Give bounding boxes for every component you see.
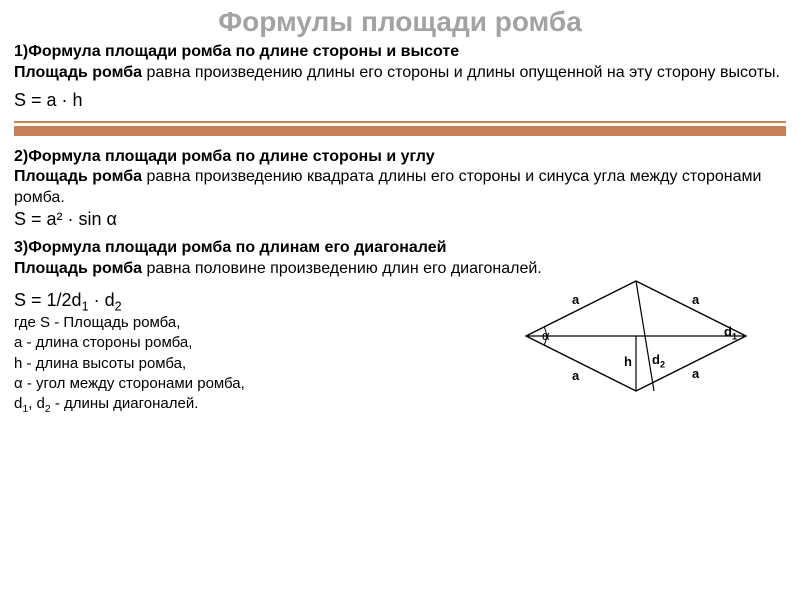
rhombus-diagram: a a a a h α d1 d2 [506, 266, 766, 406]
section-1-heading: 1)Формула площади ромба по длине стороны… [14, 42, 786, 63]
label-a-tr: a [692, 292, 699, 307]
section-1-body: Площадь ромба равна произведению длины е… [14, 63, 786, 84]
section-3: 3)Формула площади ромба по длинам его ди… [14, 238, 786, 416]
section-3-rest: равна половине произведению длин его диа… [142, 260, 542, 277]
section-1-rest: равна произведению длины его стороны и д… [142, 64, 780, 81]
label-d2: d2 [652, 352, 665, 370]
section-3-lead: Площадь ромба [14, 260, 142, 277]
label-d1: d1 [724, 324, 737, 342]
label-a-br: a [692, 366, 699, 381]
section-2: 2)Формула площади ромба по длине стороны… [14, 147, 786, 230]
content: 1)Формула площади ромба по длине стороны… [0, 42, 800, 416]
section-1-num: 1) [14, 43, 28, 60]
section-2-num: 2) [14, 148, 28, 165]
section-1-title: Формула площади ромба по длине стороны и… [28, 43, 459, 60]
label-alpha: α [542, 328, 550, 343]
label-h: h [624, 354, 632, 369]
section-3-title: Формула площади ромба по длинам его диаг… [28, 239, 446, 256]
section-2-formula: S = a² · sin α [14, 209, 786, 230]
section-2-body: Площадь ромба равна произведению квадрат… [14, 167, 786, 209]
label-a-bl: a [572, 368, 579, 383]
divider [14, 121, 786, 139]
section-2-lead: Площадь ромба [14, 168, 142, 185]
label-a-tl: a [572, 292, 579, 307]
section-1: 1)Формула площади ромба по длине стороны… [14, 42, 786, 111]
section-2-heading: 2)Формула площади ромба по длине стороны… [14, 147, 786, 168]
section-1-formula: S = a · h [14, 90, 786, 111]
section-1-lead: Площадь ромба [14, 64, 142, 81]
section-2-title: Формула площади ромба по длине стороны и… [28, 148, 434, 165]
page-title: Формулы площади ромба [0, 0, 800, 42]
section-3-num: 3) [14, 239, 28, 256]
section-3-heading: 3)Формула площади ромба по длинам его ди… [14, 238, 786, 259]
